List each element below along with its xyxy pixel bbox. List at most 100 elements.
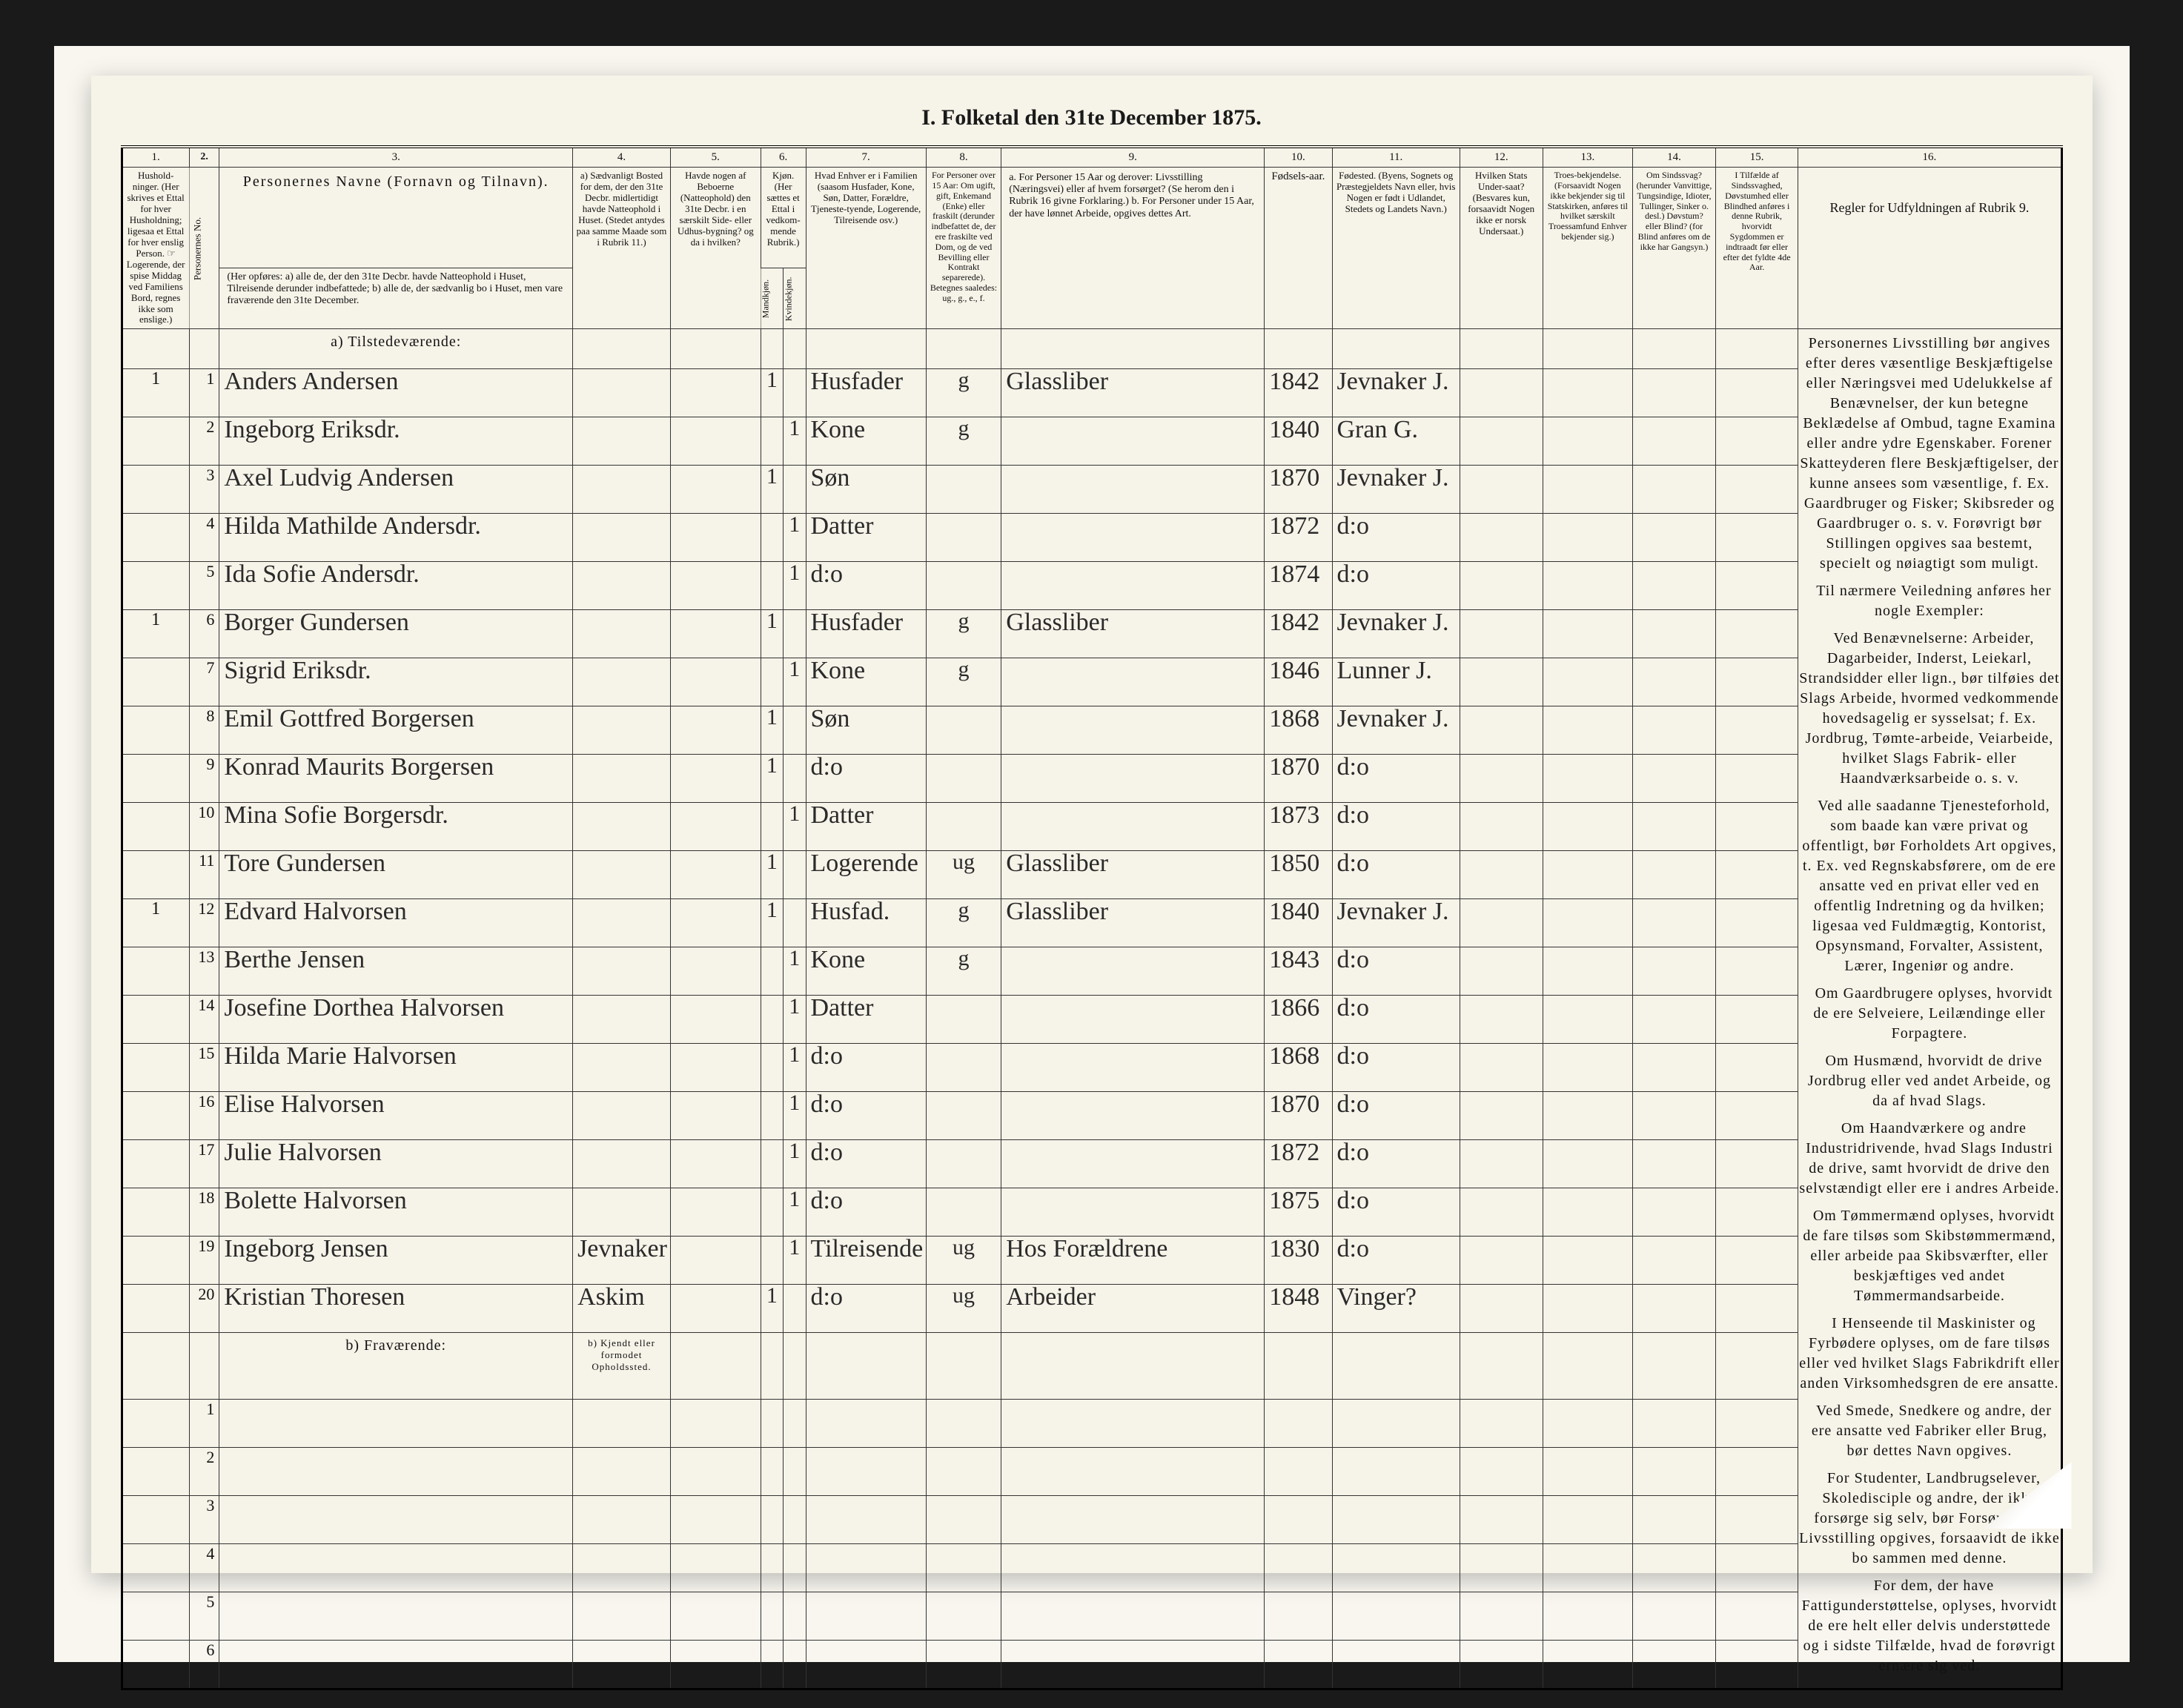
cell: 2	[189, 417, 219, 465]
cell	[761, 658, 783, 706]
cell: 1	[784, 1139, 806, 1188]
cell	[784, 1400, 806, 1448]
cell	[784, 706, 806, 754]
cell	[761, 995, 783, 1043]
cell	[670, 658, 761, 706]
cell: Husfader	[806, 609, 926, 658]
table-row-blank: 3	[122, 1496, 2061, 1544]
cell	[1001, 1043, 1265, 1091]
cell	[1715, 1592, 1798, 1641]
cell: 16	[189, 1091, 219, 1139]
h-c15: I Tilfælde af Sindssvaghed, Døvstumhed e…	[1715, 168, 1798, 329]
cell	[1543, 1188, 1633, 1236]
cell	[122, 1332, 189, 1400]
section-a: a) Tilstedeværende:Personernes Livsstill…	[122, 329, 2061, 368]
cell	[1633, 1236, 1716, 1284]
cell: 1	[122, 609, 189, 658]
cell	[1633, 850, 1716, 898]
cell: d:o	[1332, 947, 1460, 995]
cell	[926, 1091, 1001, 1139]
cell: 1	[189, 1400, 219, 1448]
cell	[1633, 1496, 1716, 1544]
cell	[122, 561, 189, 609]
cell: Kristian Thoresen	[219, 1284, 573, 1332]
cell	[1543, 1496, 1633, 1544]
rules-para: I Henseende til Maskinister og Fyrbødere…	[1798, 1314, 2060, 1394]
rules-para: Om Haandværkere og andre Industridrivend…	[1798, 1119, 2060, 1199]
cell	[1001, 1139, 1265, 1188]
cell	[1543, 1139, 1633, 1188]
cell: 1842	[1265, 609, 1332, 658]
h-c5: Havde nogen af Beboerne (Natteophold) de…	[670, 168, 761, 329]
cell	[122, 417, 189, 465]
cell	[1460, 465, 1543, 513]
cell	[573, 1544, 671, 1592]
cell	[122, 1544, 189, 1592]
cell	[573, 561, 671, 609]
cell	[1715, 1544, 1798, 1592]
rules-para: For dem, der have Fattigunderstøttelse, …	[1798, 1576, 2060, 1676]
cell: Glassliber	[1001, 368, 1265, 417]
cell: Elise Halvorsen	[219, 1091, 573, 1139]
cell: b) Fraværende:	[219, 1332, 573, 1400]
coln: 10.	[1265, 147, 1332, 168]
cell	[784, 850, 806, 898]
cell	[1543, 1332, 1633, 1400]
cell: Kone	[806, 658, 926, 706]
cell	[573, 465, 671, 513]
cell	[670, 513, 761, 561]
cell: 1868	[1265, 706, 1332, 754]
cell: Glassliber	[1001, 850, 1265, 898]
cell	[1715, 368, 1798, 417]
cell: d:o	[806, 1139, 926, 1188]
coln: 12.	[1460, 147, 1543, 168]
cell	[1715, 1332, 1798, 1400]
table-row: 3Axel Ludvig Andersen1Søn1870Jevnaker J.	[122, 465, 2061, 513]
cell	[670, 802, 761, 850]
cell: g	[926, 947, 1001, 995]
cell	[1715, 417, 1798, 465]
cell: Konrad Maurits Borgersen	[219, 754, 573, 802]
cell: 9	[189, 754, 219, 802]
cell: 1872	[1265, 513, 1332, 561]
cell	[1543, 1641, 1633, 1689]
h-c13: Troes-bekjendelse. (Forsaavidt Nogen ikk…	[1543, 168, 1633, 329]
cell: 1875	[1265, 1188, 1332, 1236]
cell	[573, 1139, 671, 1188]
cell	[670, 1448, 761, 1496]
cell	[670, 850, 761, 898]
cell	[1001, 1641, 1265, 1689]
cell	[806, 1641, 926, 1689]
cell	[1715, 706, 1798, 754]
cell	[122, 754, 189, 802]
rules-para: Ved Smede, Snedkere og andre, der ere an…	[1798, 1401, 2060, 1461]
cell	[761, 1448, 783, 1496]
cell	[189, 1332, 219, 1400]
h-c6: Kjøn. (Her sættes et Ettal i vedkom-mend…	[761, 168, 806, 268]
cell	[926, 329, 1001, 368]
cell	[219, 1592, 573, 1641]
cell	[1715, 561, 1798, 609]
cell: Axel Ludvig Andersen	[219, 465, 573, 513]
h-c16-txt: Regler for Udfyldningen af Rubrik 9.	[1801, 171, 2057, 216]
cell: 1	[761, 1284, 783, 1332]
cell	[1715, 465, 1798, 513]
cell: 19	[189, 1236, 219, 1284]
cell	[1715, 898, 1798, 947]
table-row: 4Hilda Mathilde Andersdr.1Datter1872d:o	[122, 513, 2061, 561]
cell	[122, 706, 189, 754]
cell	[122, 465, 189, 513]
cell	[1265, 1400, 1332, 1448]
cell: 6	[189, 1641, 219, 1689]
rules-para: Om Tømmermænd oplyses, hvorvidt de fare …	[1798, 1206, 2060, 1306]
cell: Anders Andersen	[219, 368, 573, 417]
cell	[926, 1400, 1001, 1448]
cell: Gran G.	[1332, 417, 1460, 465]
cell	[1633, 802, 1716, 850]
cell	[122, 1139, 189, 1188]
cell	[1715, 513, 1798, 561]
coln: 5.	[670, 147, 761, 168]
cell	[1543, 898, 1633, 947]
cell	[1460, 898, 1543, 947]
h-c3t-txt: Personernes Navne (Fornavn og Tilnavn).	[243, 173, 549, 190]
